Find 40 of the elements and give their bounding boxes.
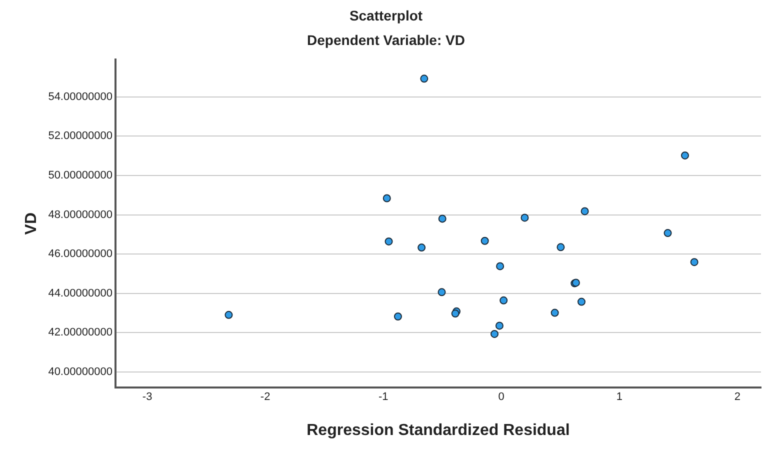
y-tick-label: 46.00000000 <box>48 248 112 260</box>
y-tick-label: 50.00000000 <box>48 170 112 182</box>
point <box>550 308 559 317</box>
chart-subtitle: Dependent Variable: VD <box>307 32 465 48</box>
point <box>680 151 689 160</box>
point <box>664 229 672 238</box>
y-tick-label: 40.00000000 <box>48 366 112 378</box>
y-tick-label: 48.00000000 <box>48 208 112 221</box>
point <box>495 322 504 330</box>
x-tick-label: -2 <box>260 391 270 404</box>
x-tick-label: -1 <box>378 391 388 404</box>
chart-title: Scatterplot <box>349 7 423 24</box>
point <box>438 214 446 223</box>
point <box>690 258 698 266</box>
point <box>438 288 446 296</box>
x-axis-title: Regression Standardized Residual <box>306 422 570 439</box>
y-tick-label: 54.00000000 <box>48 90 112 103</box>
x-tick-label: 0 <box>498 391 504 404</box>
point <box>480 236 489 245</box>
point <box>382 194 391 202</box>
point <box>556 243 565 252</box>
x-tick-label: -3 <box>142 391 152 404</box>
point <box>496 262 504 270</box>
y-axis-title: VD <box>23 212 40 235</box>
point <box>418 244 426 252</box>
x-tick-label: 2 <box>734 391 740 404</box>
y-tick-label: 52.00000000 <box>48 130 112 142</box>
point <box>490 330 499 338</box>
y-tick-label: 42.00000000 <box>48 326 112 339</box>
point <box>420 74 428 83</box>
point <box>394 312 402 320</box>
point <box>520 214 529 222</box>
y-tick-label: 44.00000000 <box>48 287 112 300</box>
point <box>384 237 393 246</box>
point <box>224 310 233 319</box>
point <box>580 207 589 216</box>
x-tick-label: 1 <box>616 391 622 404</box>
point <box>577 298 586 306</box>
point <box>451 310 460 318</box>
point <box>500 296 508 304</box>
